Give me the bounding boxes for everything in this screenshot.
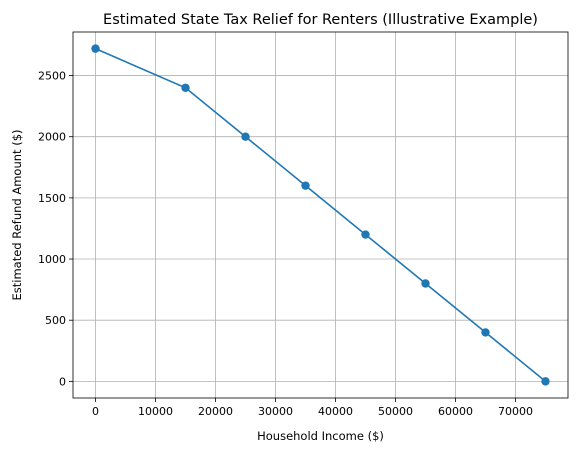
y-tick-label: 1500 bbox=[38, 192, 66, 205]
grid bbox=[73, 32, 568, 398]
y-axis-label: Estimated Refund Amount ($) bbox=[10, 129, 24, 300]
x-axis-label: Household Income ($) bbox=[257, 429, 384, 443]
y-tick-label: 2000 bbox=[38, 131, 66, 144]
y-tick-label: 2500 bbox=[38, 70, 66, 83]
x-tick-label: 70000 bbox=[498, 405, 533, 418]
axes-frame bbox=[72, 31, 569, 399]
data-point bbox=[421, 279, 430, 288]
x-tick-label: 30000 bbox=[258, 405, 293, 418]
x-tick-label: 50000 bbox=[378, 405, 413, 418]
data-point bbox=[481, 328, 490, 337]
data-series bbox=[91, 44, 550, 386]
ticks: 0 10000 20000 30000 40000 50000 60000 70000 0 500… bbox=[38, 70, 533, 418]
data-point bbox=[91, 44, 100, 53]
x-tick-label: 60000 bbox=[438, 405, 473, 418]
data-point bbox=[361, 230, 370, 239]
series-line bbox=[95, 47, 547, 382]
data-point bbox=[241, 132, 250, 141]
data-point bbox=[181, 83, 190, 92]
y-tick-label: 1000 bbox=[38, 253, 66, 266]
x-tick-label: 20000 bbox=[198, 405, 233, 418]
data-point bbox=[541, 377, 550, 386]
x-tick-label: 10000 bbox=[138, 405, 173, 418]
x-tick-label: 40000 bbox=[318, 405, 353, 418]
y-tick-label: 0 bbox=[59, 375, 66, 388]
x-tick-label: 0 bbox=[92, 405, 99, 418]
data-point bbox=[301, 181, 310, 190]
y-tick-label: 500 bbox=[45, 314, 66, 327]
chart-title: Estimated State Tax Relief for Renters (… bbox=[103, 12, 538, 28]
